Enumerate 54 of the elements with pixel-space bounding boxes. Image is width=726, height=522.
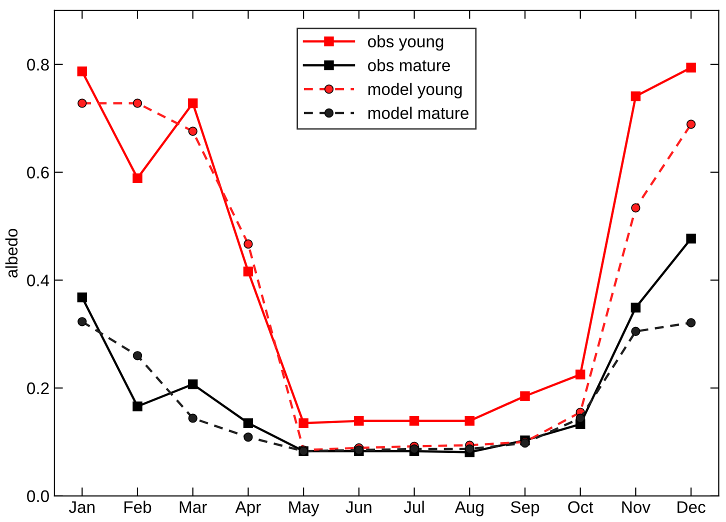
point (188, 379, 198, 390)
y-axis-title: albedo (5, 228, 18, 278)
point (78, 98, 87, 108)
point (464, 416, 474, 426)
point (686, 62, 696, 72)
y-tick-label: 0.6 (27, 166, 49, 178)
point (132, 173, 142, 184)
point (244, 239, 253, 249)
point (243, 266, 254, 276)
legend-label: obs mature (368, 59, 450, 72)
y-tick-label: 0.4 (27, 274, 50, 286)
y-tick-label: 0.8 (27, 58, 49, 71)
legend-label: model mature (368, 106, 468, 119)
point (631, 326, 640, 336)
x-tick-label: May (289, 501, 320, 516)
point (354, 416, 364, 426)
x-tick-label: Nov (622, 501, 650, 514)
point (686, 234, 696, 244)
point (243, 418, 254, 428)
x-tick-label: Jul (404, 500, 424, 514)
point (77, 292, 87, 302)
point (132, 98, 142, 108)
point (465, 444, 474, 454)
point (77, 66, 87, 76)
point (188, 98, 198, 108)
x-tick-label: Sep (510, 501, 540, 516)
x-tick-label: Apr (235, 501, 261, 516)
point (631, 203, 640, 212)
x-tick-label: Jan (68, 501, 94, 514)
legend-label: model young (368, 82, 462, 98)
point (188, 126, 198, 136)
x-tick-label: Jun (346, 501, 372, 514)
y-tick-label: 0.2 (27, 382, 49, 394)
point (686, 120, 696, 129)
point (576, 414, 585, 423)
y-tick-label: 0.0 (27, 490, 49, 502)
point (630, 91, 641, 102)
point (630, 302, 641, 313)
x-tick-label: Mar (180, 501, 207, 514)
point (298, 418, 308, 428)
x-tick-label: Oct (568, 501, 594, 514)
legend-label: obs young (368, 35, 444, 51)
point (409, 416, 420, 426)
x-tick-label: Dec (678, 501, 706, 514)
point (78, 317, 87, 326)
point (132, 351, 142, 360)
point (575, 370, 586, 380)
point (520, 391, 530, 401)
point (686, 318, 696, 328)
point (244, 432, 253, 442)
x-tick-label: Aug (454, 501, 484, 516)
point (188, 414, 198, 423)
point (132, 402, 142, 412)
x-tick-label: Feb (124, 500, 152, 514)
